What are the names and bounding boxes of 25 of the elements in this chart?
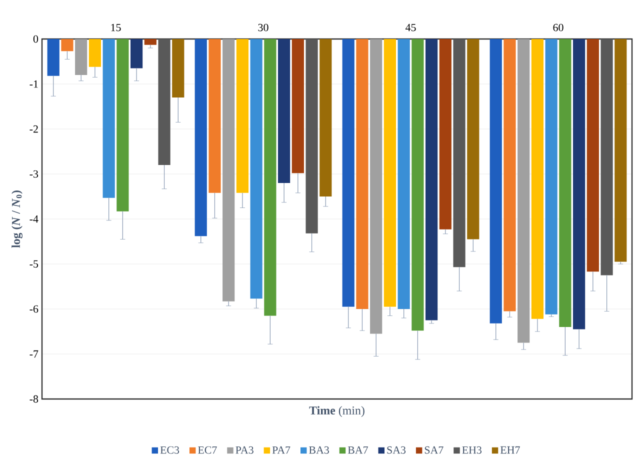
y-tick-label: -4 [30, 215, 38, 223]
legend-label: EH7 [500, 446, 520, 454]
y-axis-title: log (N / N$_{0}$) [12, 190, 23, 248]
legend-label: BA7 [348, 446, 368, 454]
legend-label: EC3 [160, 446, 180, 454]
y-tick-label: -3 [30, 170, 38, 178]
legend-label: EC7 [198, 446, 217, 454]
y-tick-label: -8 [30, 395, 38, 403]
x-tick-label: 30 [258, 24, 268, 32]
legend-label: BA3 [309, 446, 329, 454]
y-tick-label: -5 [30, 260, 38, 268]
legend-label: EH3 [462, 446, 482, 454]
legend-label: SA3 [387, 446, 406, 454]
x-tick-label: 60 [553, 24, 564, 32]
legend-label: PA3 [236, 446, 254, 454]
x-tick-label: 15 [111, 24, 121, 32]
y-tick-label: -7 [30, 350, 38, 358]
x-axis-title: Time (min) [309, 406, 364, 417]
y-tick-label: -6 [30, 305, 38, 313]
y-tick-label: -2 [30, 125, 38, 133]
y-tick-label: 0 [33, 35, 38, 43]
legend-label: SA7 [424, 446, 444, 454]
x-tick-label: 45 [405, 24, 416, 32]
y-tick-label: -1 [30, 80, 38, 88]
legend-label: PA7 [272, 446, 290, 454]
